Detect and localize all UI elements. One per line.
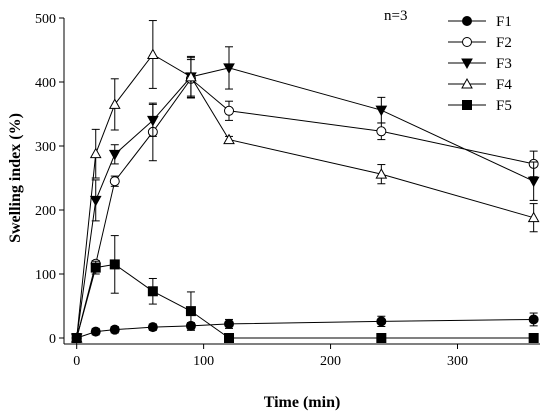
legend-marker [461,58,473,70]
data-point [89,195,102,207]
data-point [224,333,235,343]
sample-size-annotation: n=3 [384,8,407,24]
data-point [147,115,159,127]
data-point [71,333,82,343]
data-point [223,133,235,145]
x-tick-label: 200 [320,354,341,369]
data-point [108,98,121,109]
legend-label: F5 [496,98,512,114]
legend-label: F3 [496,56,512,72]
legend-label: F4 [496,77,512,93]
data-point [527,211,540,223]
x-tick-label: 300 [447,354,468,369]
data-point [147,48,159,59]
data-point [89,147,102,159]
data-point [376,333,387,343]
series-line-f3 [76,67,534,339]
data-point [109,176,120,187]
plot-area [70,20,540,345]
series-f4 [70,20,540,343]
data-point [376,126,387,137]
series-line-f1 [76,318,534,339]
data-point [223,63,235,74]
data-point [90,262,101,273]
x-axis-title: Time (min) [264,394,341,411]
legend: F1 F2 F3 F4 F5 [448,14,512,114]
data-point [185,70,197,82]
legend-marker [461,77,473,89]
data-point [375,168,388,179]
y-tick-label: 300 [35,140,56,155]
legend-label: F2 [496,35,512,51]
series-line-f5 [76,263,534,339]
data-point [224,318,235,329]
y-tick-label: 0 [49,332,56,347]
data-point [527,176,540,188]
data-point [185,306,196,317]
series-line-f4 [76,53,534,339]
legend-item-f2: F2 [448,35,512,51]
legend-marker [462,16,472,26]
legend-item-f1: F1 [448,14,512,30]
y-tick-label: 100 [35,268,56,283]
legend-item-f3: F3 [448,56,512,72]
legend-item-f5: F5 [448,98,512,114]
y-tick-label: 400 [35,76,56,91]
y-tick-label: 200 [35,204,56,219]
series-line-f2 [76,78,534,339]
legend-label: F1 [496,14,512,30]
x-tick-label: 100 [193,354,214,369]
series-f5 [71,235,539,343]
data-point [90,326,101,337]
legend-marker [462,37,472,47]
data-point [147,322,158,333]
data-point [528,333,539,343]
data-point [224,105,235,116]
data-point [528,314,539,325]
x-tick-label: 0 [73,354,80,369]
legend-item-f4: F4 [448,77,512,93]
y-tick-label: 500 [35,12,56,27]
series-f3 [70,46,540,345]
data-point [109,259,120,270]
data-point [109,324,120,335]
data-point [376,316,387,327]
legend-marker [462,100,472,110]
axes: 0 100 200 300 400 500 0 100 200 300 [35,12,540,369]
data-point [147,286,158,297]
data-point [108,149,121,161]
y-axis-title: Swelling index (%) [7,113,24,243]
data-point [375,105,388,117]
